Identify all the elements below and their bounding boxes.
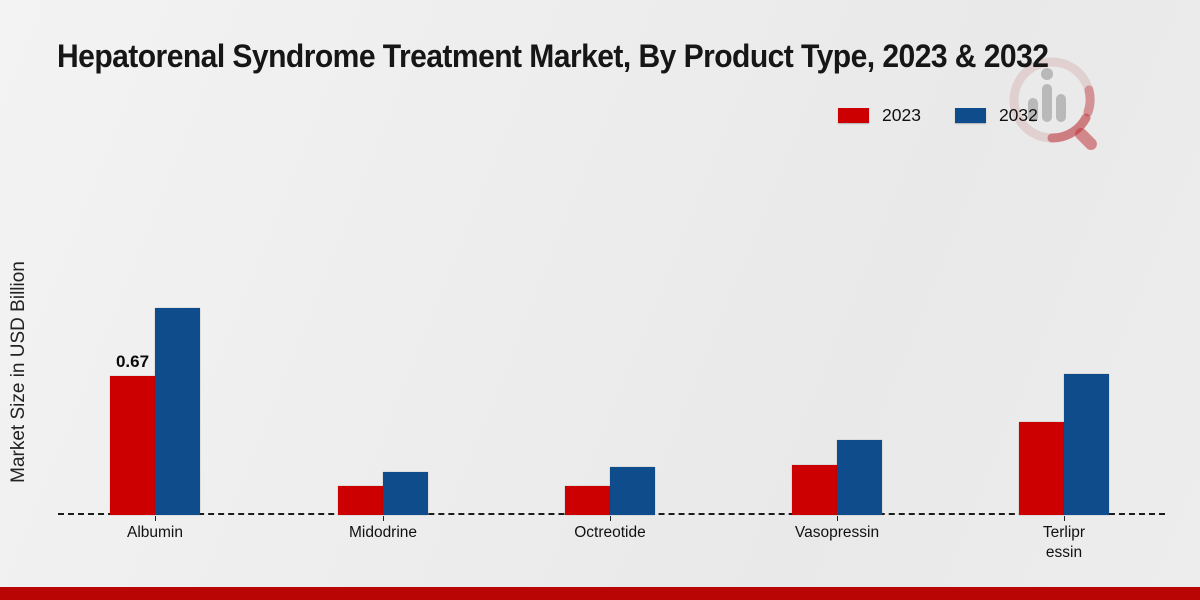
bar-2032-albumin [155,308,200,515]
x-axis-tick [383,516,384,521]
bar-2032-terlipressin [1064,374,1109,515]
x-axis-category-label-vasopressin: Vasopressin [794,524,880,541]
x-axis-tick [155,516,156,521]
footer-accent-bar [0,587,1200,600]
bar-2023-octreotide [565,486,610,515]
chart-title: Hepatorenal Syndrome Treatment Market, B… [57,38,1049,74]
legend-item-2032: 2032 [954,105,1038,126]
bar-2023-midodrine [338,486,383,515]
legend-label-2023: 2023 [882,105,921,125]
x-axis-category-label-albumin: Albumin [127,524,183,541]
market-research-logo-watermark [1009,57,1097,150]
x-axis-tick [1064,516,1065,521]
x-axis-tick [837,516,838,521]
bar-2023-albumin [110,376,155,515]
bar-value-label-albumin-2023: 0.67 [115,352,150,371]
legend-item-2023: 2023 [838,105,921,126]
legend: 2023 2032 [838,105,1038,126]
bar-2023-terlipressin [1019,422,1064,515]
bar-2032-vasopressin [837,440,882,515]
x-axis-category-label-midodrine: Midodrine [348,524,418,541]
x-axis-category-label-terlipressin: Terlipr essin [1042,524,1086,562]
bar-2032-octreotide [610,467,655,515]
x-axis-category-label-octreotide: Octreotide [574,524,646,541]
bar-2023-vasopressin [792,465,837,515]
legend-label-2032: 2032 [998,105,1038,125]
x-axis-tick [610,516,611,521]
legend-swatch-2023 [838,108,869,123]
legend-swatch-2032 [954,108,986,123]
bar-2032-midodrine [383,472,428,515]
